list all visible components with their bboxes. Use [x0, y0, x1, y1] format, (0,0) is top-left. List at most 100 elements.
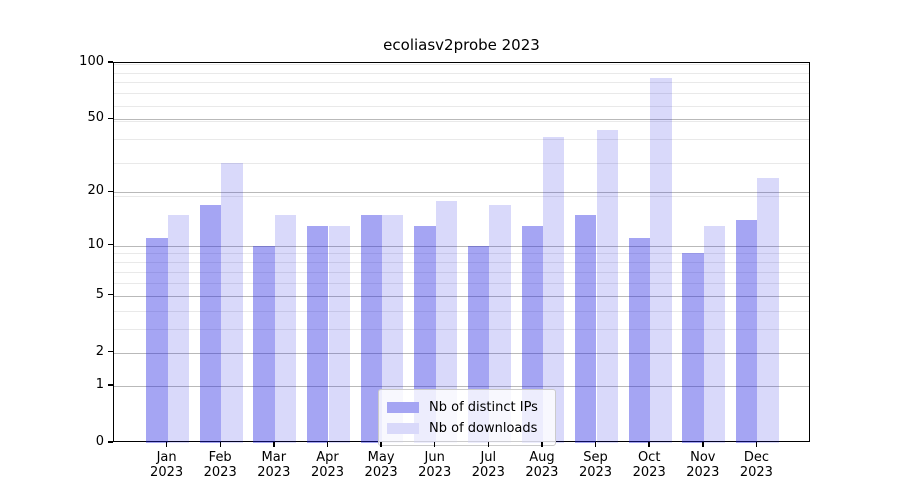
- x-tick-label-year: 2023: [203, 465, 237, 480]
- y-gridline-major: [114, 192, 809, 194]
- x-tick-label: Nov 2023: [671, 450, 735, 480]
- x-tick: [755, 442, 758, 447]
- y-gridline-minor: [114, 282, 809, 284]
- bar-downloads-apr: [328, 225, 350, 443]
- y-tick-label: 5: [95, 286, 104, 302]
- legend-row-ips: Nb of distinct IPs: [387, 397, 555, 418]
- legend-swatch-ips: [387, 402, 419, 413]
- bar-ips-apr: [307, 225, 329, 443]
- x-tick: [380, 442, 382, 447]
- x-tick-label: Jan 2023: [135, 450, 199, 480]
- x-tick-label: Aug 2023: [510, 450, 574, 480]
- y-tick: [108, 190, 113, 193]
- x-tick-label: Sep 2023: [564, 450, 628, 480]
- x-tick: [487, 442, 490, 447]
- bar-ips-dec: [735, 220, 758, 443]
- x-tick-label-month: May: [367, 450, 395, 465]
- legend-label-downloads: Nb of downloads: [429, 421, 538, 436]
- x-tick-label: Apr 2023: [296, 450, 360, 480]
- bar-ips-nov: [682, 253, 704, 443]
- y-tick: [108, 384, 113, 386]
- x-tick-label: Dec 2023: [724, 450, 788, 480]
- x-tick-label-month: Jan: [156, 450, 177, 465]
- y-gridline-minor: [114, 328, 809, 330]
- x-tick: [273, 442, 275, 447]
- x-tick-label: May 2023: [349, 450, 413, 480]
- y-gridline-major: [114, 295, 809, 297]
- x-tick: [433, 442, 436, 447]
- y-tick: [108, 243, 113, 246]
- bar-downloads-may: [382, 214, 404, 443]
- x-tick-label-year: 2023: [739, 465, 773, 480]
- x-tick: [648, 442, 650, 447]
- x-tick-label-year: 2023: [418, 465, 452, 480]
- bar-downloads-jun: [435, 200, 458, 443]
- y-tick-label: 100: [79, 54, 104, 69]
- y-gridline-minor: [114, 72, 809, 74]
- x-tick-label-month: Oct: [637, 450, 661, 465]
- x-tick-label-year: 2023: [632, 465, 666, 480]
- y-gridline-minor: [114, 82, 809, 84]
- x-tick-label-year: 2023: [310, 465, 345, 480]
- y-tick-label: 10: [87, 236, 104, 252]
- y-gridline-minor: [114, 271, 809, 273]
- y-gridline-minor: [114, 253, 809, 255]
- x-tick: [702, 442, 704, 447]
- y-gridline-major: [114, 352, 809, 354]
- y-tick-label: 0: [95, 434, 104, 449]
- bar-downloads-jul: [489, 205, 511, 443]
- x-tick-label-year: 2023: [525, 465, 559, 480]
- x-tick-label: Feb 2023: [188, 450, 252, 480]
- y-gridline-minor: [114, 196, 809, 198]
- x-tick: [165, 442, 168, 447]
- x-tick-label: Jul 2023: [456, 450, 520, 480]
- bar-downloads-mar: [274, 214, 297, 443]
- y-gridline-minor: [114, 310, 809, 312]
- y-tick: [108, 117, 113, 119]
- bar-downloads-aug: [542, 137, 565, 443]
- y-gridline-minor: [114, 93, 809, 95]
- bar-downloads-nov: [703, 225, 726, 443]
- x-tick-label-month: Nov: [690, 450, 716, 465]
- x-tick: [219, 442, 221, 447]
- legend-label-ips: Nb of distinct IPs: [429, 400, 538, 415]
- x-tick-label-month: Aug: [529, 450, 555, 465]
- bar-ips-jun: [414, 225, 436, 443]
- bar-ips-sep: [575, 214, 597, 443]
- y-gridline-major: [114, 245, 809, 247]
- y-gridline-minor: [114, 139, 809, 141]
- x-tick-label: Mar 2023: [242, 450, 306, 480]
- bar-downloads-jan: [167, 214, 189, 443]
- bar-downloads-sep: [596, 129, 618, 443]
- legend-row-downloads: Nb of downloads: [387, 418, 555, 439]
- x-tick-label-month: Feb: [208, 450, 232, 465]
- y-tick-label: 20: [87, 183, 104, 199]
- y-gridline-minor: [114, 105, 809, 107]
- x-tick-label-year: 2023: [364, 465, 398, 480]
- x-tick-label-month: Jun: [424, 450, 445, 465]
- bar-downloads-dec: [757, 178, 779, 443]
- x-tick: [594, 442, 597, 447]
- y-gridline-minor: [114, 262, 809, 264]
- x-tick-label-month: Mar: [261, 450, 287, 465]
- y-tick: [108, 61, 113, 63]
- bar-downloads-feb: [221, 163, 243, 443]
- x-tick-label-month: Sep: [583, 450, 608, 465]
- x-tick-label-month: Apr: [316, 450, 339, 465]
- y-tick-label: 50: [87, 110, 104, 126]
- y-tick: [108, 350, 113, 353]
- x-tick-label-year: 2023: [578, 465, 613, 480]
- y-gridline-major: [114, 119, 809, 121]
- x-tick-label-month: Dec: [743, 450, 769, 465]
- x-tick-label-year: 2023: [471, 465, 505, 480]
- bar-ips-oct: [628, 238, 651, 443]
- x-tick-label: Jun 2023: [403, 450, 467, 480]
- x-tick-label-year: 2023: [257, 465, 291, 480]
- bar-ips-jan: [146, 238, 168, 443]
- x-tick-label: Oct 2023: [617, 450, 681, 480]
- bar-ips-aug: [521, 225, 543, 443]
- x-tick-label-year: 2023: [150, 465, 184, 480]
- legend: Nb of distinct IPs Nb of downloads: [378, 389, 556, 446]
- x-tick-label-month: Jul: [480, 450, 497, 465]
